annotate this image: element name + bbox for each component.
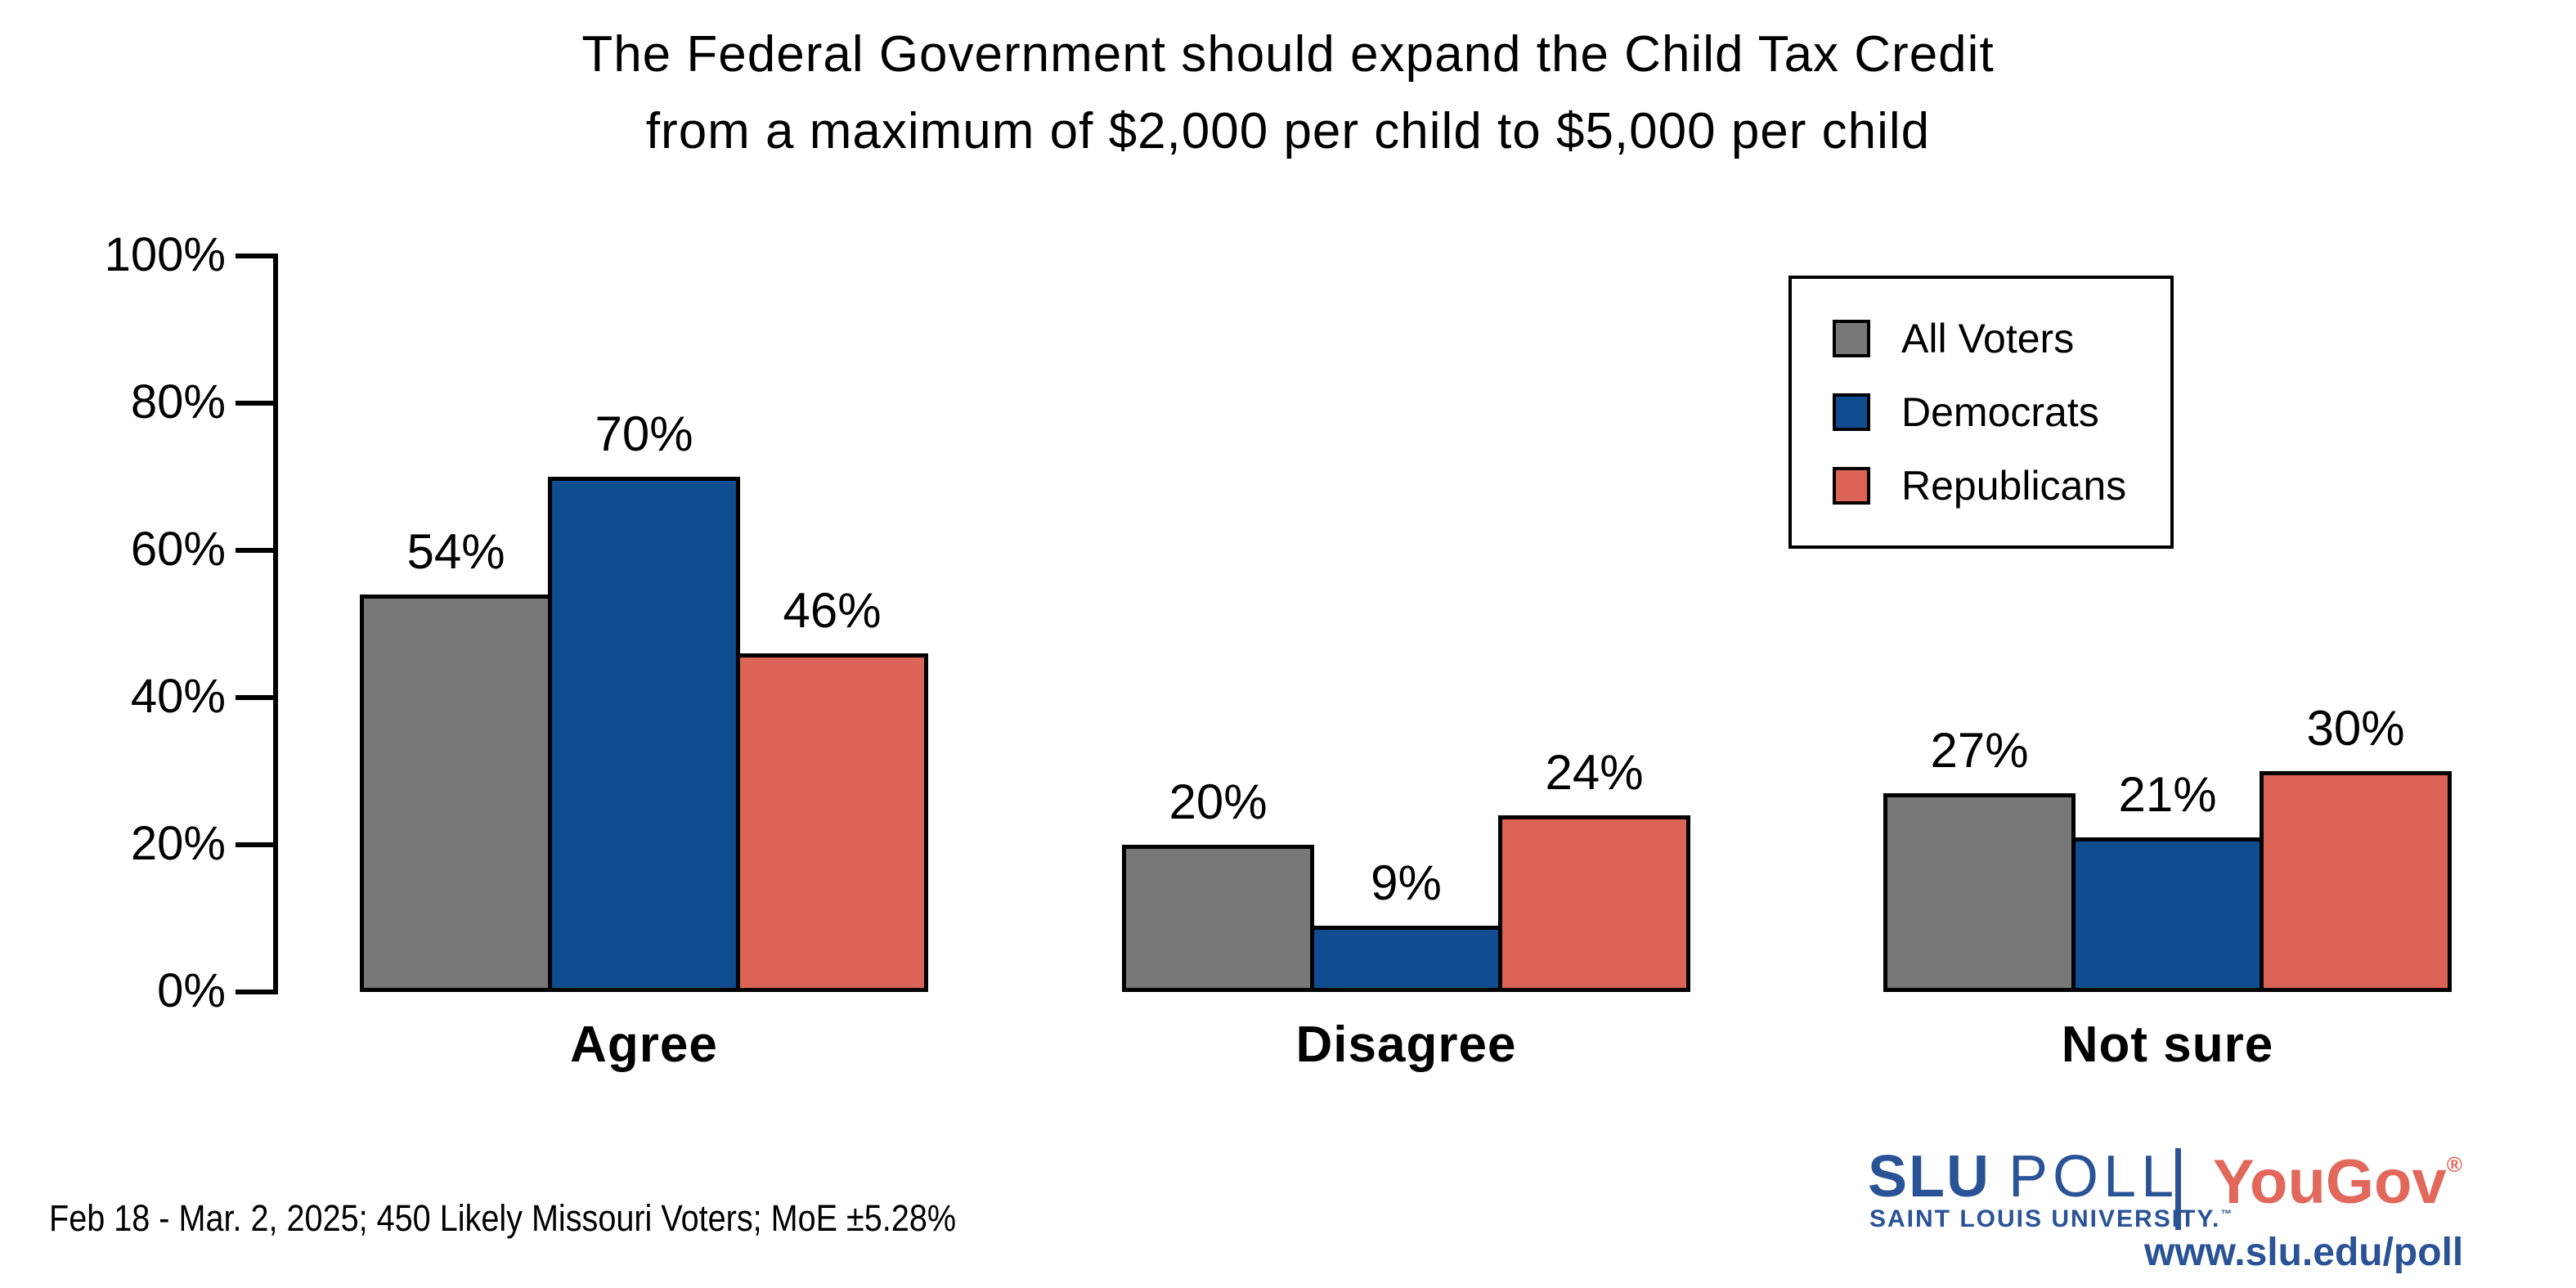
- legend-label: Republicans: [1901, 463, 2127, 509]
- category-label-disagree: Disagree: [1295, 1016, 1517, 1073]
- bar-value-label: 20%: [1169, 774, 1268, 829]
- y-axis-tick: [236, 990, 273, 994]
- y-axis-tick: [236, 401, 273, 406]
- legend-label: Democrats: [1901, 389, 2099, 435]
- legend-item-republicans: Republicans: [1833, 462, 2170, 509]
- bar-value-label: 54%: [406, 524, 505, 579]
- bar-value-label: 9%: [1371, 855, 1442, 910]
- brand-divider: [2175, 1148, 2181, 1230]
- slu-logo-text: SLU: [1868, 1144, 1990, 1209]
- yougov-logo: YouGov®: [2213, 1147, 2462, 1217]
- y-axis-tick: [236, 695, 273, 700]
- slu-poll-url: www.slu.edu/poll: [2144, 1231, 2464, 1274]
- poll-logo-text: POLL: [2008, 1144, 2179, 1209]
- legend: All Voters Democrats Republicans: [1788, 276, 2174, 549]
- category-label-agree: Agree: [570, 1016, 718, 1073]
- legend-label: All Voters: [1901, 316, 2075, 361]
- y-axis-tick: [236, 842, 273, 847]
- y-axis-tick-label: 60%: [130, 523, 226, 577]
- category-label-not-sure: Not sure: [2061, 1016, 2274, 1073]
- registered-symbol: ®: [2446, 1152, 2462, 1177]
- chart-title: The Federal Government should expand the…: [0, 16, 2576, 170]
- source-note: Feb 18 - Mar. 2, 2025; 450 Likely Missou…: [49, 1197, 957, 1239]
- y-axis-tick-label: 100%: [104, 228, 226, 282]
- bar-democrats-agree: [548, 477, 740, 992]
- bar-all-voters-agree: [360, 595, 552, 992]
- legend-swatch-icon: [1833, 320, 1870, 357]
- bar-value-label: 27%: [1930, 723, 2029, 778]
- chart-title-line2: from a maximum of $2,000 per child to $5…: [645, 103, 1931, 159]
- y-axis-tick: [236, 548, 273, 553]
- bar-republicans-agree: [736, 653, 928, 992]
- legend-item-democrats: Democrats: [1833, 388, 2170, 436]
- y-axis-tick-label: 0%: [157, 964, 226, 1018]
- bar-value-label: 70%: [595, 406, 693, 461]
- y-axis-tick-label: 40%: [130, 670, 226, 724]
- trademark-symbol: ™: [2220, 1207, 2234, 1220]
- bar-republicans-disagree: [1498, 815, 1690, 992]
- bar-value-label: 30%: [2306, 701, 2405, 756]
- slu-poll-logo: SLU POLL: [1868, 1143, 2179, 1210]
- bar-democrats-not-sure: [2071, 837, 2264, 992]
- chart-title-line1: The Federal Government should expand the…: [581, 26, 1995, 83]
- legend-swatch-icon: [1833, 467, 1870, 505]
- bar-democrats-disagree: [1310, 926, 1502, 992]
- bar-value-label: 46%: [783, 583, 882, 638]
- y-axis-line: [273, 254, 278, 994]
- y-axis-tick-label: 80%: [130, 375, 226, 429]
- legend-item-all-voters: All Voters: [1833, 315, 2170, 362]
- bar-all-voters-not-sure: [1883, 793, 2076, 992]
- bar-value-label: 21%: [2118, 767, 2217, 822]
- slu-subtitle: SAINT LOUIS UNIVERSITY.™: [1869, 1205, 2234, 1232]
- bar-value-label: 24%: [1545, 745, 1644, 800]
- y-axis-tick-label: 20%: [130, 817, 226, 871]
- bar-republicans-not-sure: [2260, 771, 2452, 992]
- bar-all-voters-disagree: [1122, 845, 1314, 992]
- y-axis-tick: [236, 254, 273, 258]
- legend-swatch-icon: [1833, 393, 1870, 431]
